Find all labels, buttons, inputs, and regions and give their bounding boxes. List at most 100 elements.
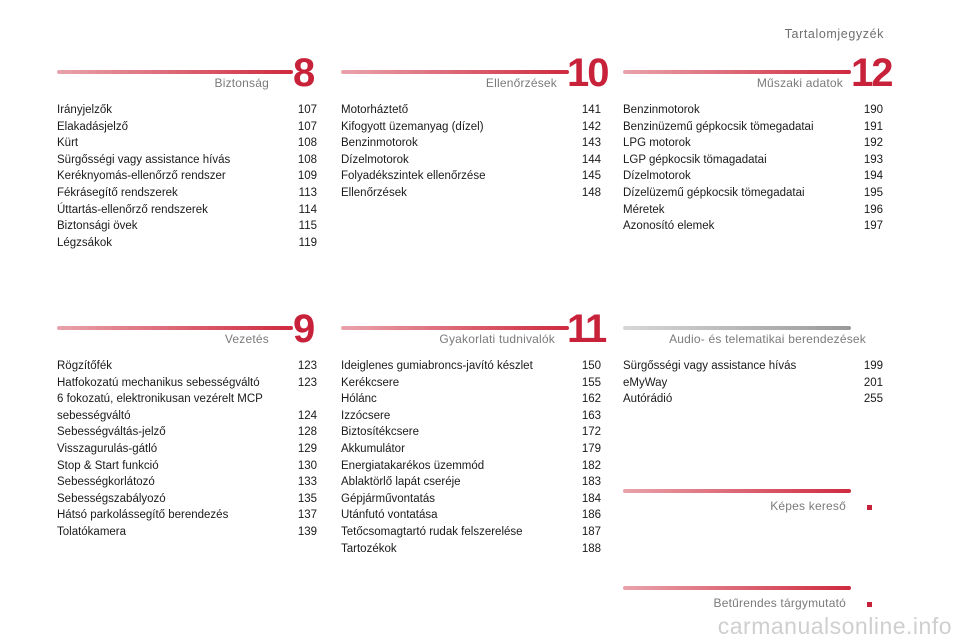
toc-entry-page: 192 <box>863 137 883 150</box>
toc-entry[interactable]: Benzinmotorok 190 <box>623 102 883 119</box>
toc-entry-title: Visszagurulás-gátló <box>57 442 158 455</box>
section-muszaki-adatok: Műszaki adatok 12 Benzinmotorok 190 Benzin… <box>623 53 893 235</box>
toc-entry[interactable]: Hátsó parkolássegítő berendezés 137 <box>57 507 317 524</box>
toc-entry[interactable]: Sebességszabályozó 135 <box>57 491 317 508</box>
toc-entry[interactable]: Ablaktörlő lapát cseréje 183 <box>341 474 601 491</box>
toc-entry-page: 186 <box>581 509 601 522</box>
toc-entry[interactable]: Hatfokozatú mechanikus sebességváltó 123 <box>57 375 317 392</box>
toc-entry[interactable]: Motorháztető 141 <box>341 102 601 119</box>
toc-entry[interactable]: Irányjelzők 107 <box>57 102 317 119</box>
toc-entry[interactable]: eMyWay 201 <box>623 375 883 392</box>
toc-entry-page: 115 <box>298 220 317 233</box>
section-bar <box>57 326 293 330</box>
toc-entry[interactable]: Stop & Start funkció 130 <box>57 458 317 475</box>
toc-entry-page: 191 <box>863 120 883 133</box>
toc-entry-title: Rögzítőfék <box>57 360 112 372</box>
toc-entry-page: 187 <box>581 525 601 538</box>
toc-entry[interactable]: Akkumulátor 179 <box>341 441 601 458</box>
toc-entry[interactable]: Elakadásjelző 107 <box>57 119 317 136</box>
toc-entry-page: 108 <box>297 153 317 166</box>
toc-entry[interactable]: 6 fokozatú, elektronikusan vezérelt MCP … <box>57 391 317 424</box>
watermark: carmanualsonline.info <box>717 613 952 639</box>
section-label: Ellenőrzések <box>485 76 557 90</box>
toc-entry[interactable]: LGP gépkocsik tömagadatai 193 <box>623 152 883 169</box>
toc-entry[interactable]: Dízelmotorok 144 <box>341 152 601 169</box>
toc-entry-title: 6 fokozatú, elektronikusan vezérelt MCP … <box>57 393 263 422</box>
section-header: Audio- és telematikai berendezések <box>623 314 883 350</box>
toc-entry[interactable]: Tolatókamera 139 <box>57 524 317 541</box>
toc-entry[interactable]: Sebességkorlátozó 133 <box>57 474 317 491</box>
toc-entry-title: Ablaktörlő lapát cseréje <box>341 476 461 489</box>
toc-entry-page: 129 <box>297 442 317 455</box>
toc-entry[interactable]: Folyadékszintek ellenőrzése 145 <box>341 168 601 185</box>
toc-entry-page: 144 <box>581 153 601 166</box>
toc-entry-page: 172 <box>581 426 601 439</box>
toc-entry[interactable]: Fékrásegítő rendszerek 113 <box>57 185 317 202</box>
toc-entry[interactable]: Dízelmotorok 194 <box>623 168 883 185</box>
toc-entry[interactable]: Tartozékok 188 <box>341 541 601 558</box>
toc-entry[interactable]: LPG motorok 192 <box>623 135 883 152</box>
section-items: Sürgősségi vagy assistance hívás 199 eMyWa… <box>623 358 883 408</box>
link-bar <box>623 489 851 493</box>
toc-entry-title: Kifogyott üzemanyag (dízel) <box>341 120 484 133</box>
toc-entry[interactable]: Légzsákok 119 <box>57 235 317 252</box>
toc-entry-title: Elakadásjelző <box>57 120 128 133</box>
toc-entry[interactable]: Benzinmotorok 143 <box>341 135 601 152</box>
toc-entry-page: 193 <box>863 153 883 166</box>
toc-entry[interactable]: Úttartás-ellenőrző rendszerek 114 <box>57 202 317 219</box>
toc-entry[interactable]: Gépjárművontatás 184 <box>341 491 601 508</box>
toc-entry-page: 148 <box>581 186 601 199</box>
toc-entry-page: 107 <box>297 104 317 116</box>
toc-entry[interactable]: Izzócsere 163 <box>341 408 601 425</box>
section-number: 11 <box>567 307 607 351</box>
toc-entry[interactable]: Keréknyomás-ellenőrző rendszer 109 <box>57 168 317 185</box>
toc-entry[interactable]: Tetőcsomagtartó rudak felszerelése 187 <box>341 524 601 541</box>
toc-entry-page: 197 <box>863 220 883 233</box>
toc-entry[interactable]: Visszagurulás-gátló 129 <box>57 441 317 458</box>
section-bar <box>341 70 569 74</box>
toc-entry[interactable]: Ellenőrzések 148 <box>341 185 601 202</box>
toc-entry-title: Méretek <box>623 203 665 216</box>
toc-entry-title: Azonosító elemek <box>623 220 715 233</box>
toc-entry-title: eMyWay <box>623 376 668 389</box>
toc-entry[interactable]: Dízelüzemű gépkocsik tömegadatai 195 <box>623 185 883 202</box>
toc-entry-page: 163 <box>581 409 601 422</box>
section-bar <box>623 326 851 330</box>
toc-entry[interactable]: Kürt 108 <box>57 135 317 152</box>
red-square-marker <box>867 602 872 607</box>
toc-entry[interactable]: Kifogyott üzemanyag (dízel) 142 <box>341 119 601 136</box>
toc-entry[interactable]: Ideiglenes gumiabroncs-javító készlet 150 <box>341 358 601 375</box>
toc-entry[interactable]: Méretek 196 <box>623 202 883 219</box>
toc-entry-title: Hólánc <box>341 393 377 406</box>
toc-entry-title: Dízelmotorok <box>623 170 691 183</box>
toc-entry-page: 155 <box>581 376 601 389</box>
toc-entry-title: Gépjárművontatás <box>341 492 435 505</box>
toc-entry-title: Dízelüzemű gépkocsik tömegadatai <box>623 186 805 199</box>
toc-entry-page: 128 <box>297 426 317 439</box>
toc-entry[interactable]: Biztonsági övek 115 <box>57 218 317 235</box>
toc-entry[interactable]: Sebességváltás-jelző 128 <box>57 424 317 441</box>
link-kepes-kereso[interactable]: Képes kereső <box>623 489 883 521</box>
toc-entry-page: 123 <box>297 376 317 389</box>
toc-entry-title: Keréknyomás-ellenőrző rendszer <box>57 170 226 183</box>
toc-entry[interactable]: Benzinüzemű gépkocsik tömegadatai 191 <box>623 119 883 136</box>
toc-entry[interactable]: Utánfutó vontatása 186 <box>341 507 601 524</box>
toc-entry[interactable]: Sürgősségi vagy assistance hívás 108 <box>57 152 317 169</box>
toc-entry-page: 143 <box>581 137 601 150</box>
toc-entry-page: 183 <box>581 476 601 489</box>
toc-entry[interactable]: Biztosítékcsere 172 <box>341 424 601 441</box>
toc-entry[interactable]: Kerékcsere 155 <box>341 375 601 392</box>
toc-entry[interactable]: Azonosító elemek 197 <box>623 218 883 235</box>
toc-entry[interactable]: Sürgősségi vagy assistance hívás 199 <box>623 358 883 375</box>
toc-entry-page: 124 <box>297 409 317 422</box>
link-betrendes-targymutato[interactable]: Betűrendes tárgymutató <box>623 586 883 618</box>
section-audio-telematika: Audio- és telematikai berendezések Sürgő… <box>623 314 883 408</box>
toc-entry-title: Biztosítékcsere <box>341 426 419 439</box>
red-square-marker <box>867 505 872 510</box>
section-number: 8 <box>293 51 315 95</box>
toc-entry[interactable]: Rögzítőfék 123 <box>57 358 317 375</box>
toc-entry[interactable]: Autórádió 255 <box>623 391 883 408</box>
toc-entry[interactable]: Energiatakarékos üzemmód 182 <box>341 458 601 475</box>
section-items: Irányjelzők 107 Elakadásjelző 107 Kürt 108 Sür… <box>57 102 317 251</box>
toc-entry[interactable]: Hólánc 162 <box>341 391 601 408</box>
